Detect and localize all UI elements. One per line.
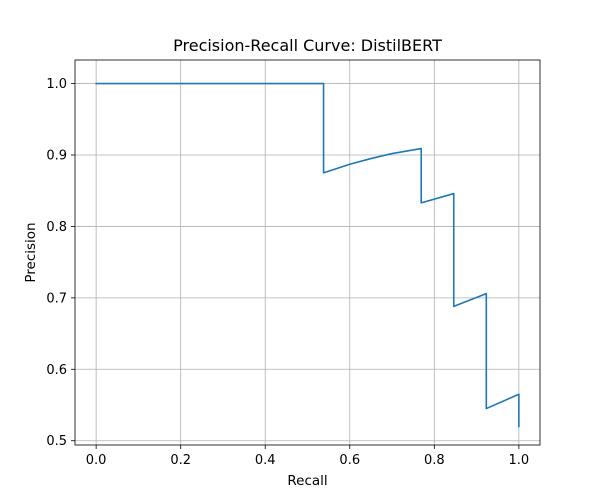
y-tick-label: 0.7 xyxy=(46,291,67,306)
y-tick-label: 1.0 xyxy=(46,77,67,92)
y-tick-label: 0.9 xyxy=(46,149,67,164)
y-tick-label: 0.6 xyxy=(46,363,67,378)
x-axis-title: Recall xyxy=(287,473,327,489)
x-tick-label: 0.4 xyxy=(255,453,276,468)
x-tick-label: 0.2 xyxy=(170,453,191,468)
x-tick-label: 0.6 xyxy=(339,453,360,468)
pr-curve-line xyxy=(95,82,520,428)
plot-frame xyxy=(74,59,541,446)
x-tick-label: 0.8 xyxy=(424,453,445,468)
y-tick-label: 0.5 xyxy=(46,434,67,449)
chart-title: Precision-Recall Curve: DistilBERT xyxy=(173,36,442,55)
x-tick-label: 0.0 xyxy=(86,453,107,468)
y-axis-title: Precision xyxy=(23,222,39,282)
series-layer xyxy=(95,82,520,428)
y-tick-label: 0.8 xyxy=(46,220,67,235)
x-tick-label: 1.0 xyxy=(509,453,530,468)
ticks: 0.0 0.2 0.4 0.6 0.8 1.0 0.5 0.6 0.7 0.8 0.9 1.0 xyxy=(46,77,529,468)
